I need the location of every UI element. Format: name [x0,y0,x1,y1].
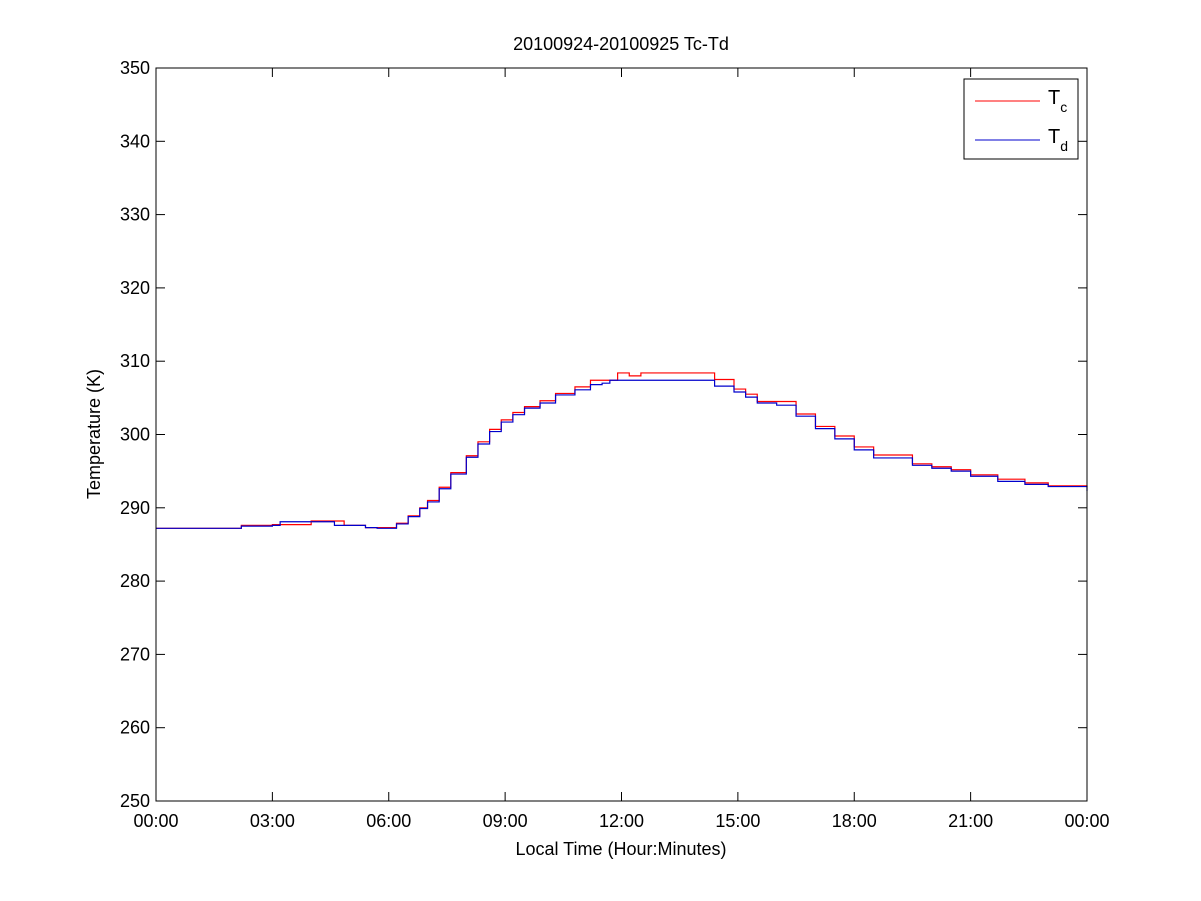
y-tick-label: 290 [120,498,150,518]
y-axis-label: Temperature (K) [84,369,104,499]
x-axis-label: Local Time (Hour:Minutes) [515,839,726,859]
x-tick-label: 06:00 [366,811,411,831]
axes-box [155,67,1088,802]
y-tick-label: 320 [120,278,150,298]
x-tick-label: 12:00 [599,811,644,831]
chart-title: 20100924-20100925 Tc-Td [513,34,729,54]
y-tick-label: 270 [120,644,150,664]
x-tick-label: 15:00 [715,811,760,831]
x-tick-label: 03:00 [250,811,295,831]
y-tick-label: 260 [120,718,150,738]
series-line-td [156,379,1088,529]
legend-label-tc: Tc [1048,87,1067,115]
x-tick-label: 00:00 [1064,811,1109,831]
x-tick-label: 00:00 [133,811,178,831]
x-tick-label: 18:00 [832,811,877,831]
y-tick-label: 250 [120,791,150,811]
legend-box [963,78,1079,160]
y-tick-label: 340 [120,131,150,151]
x-tick-label: 21:00 [948,811,993,831]
legend-label-td: Td [1048,126,1068,154]
ticks-layer: 00:00 03:00 06:00 09:00 12:00 15:00 18:00 21:00… [120,58,1110,831]
plot-area [156,68,1087,801]
y-tick-label: 300 [120,425,150,445]
y-tick-label: 280 [120,571,150,591]
y-tick-label: 350 [120,58,150,78]
y-tick-label: 330 [120,205,150,225]
legend: Tc Td [963,78,1079,160]
x-tick-label: 09:00 [483,811,528,831]
series-layer [156,372,1088,529]
y-tick-label: 310 [120,351,150,371]
